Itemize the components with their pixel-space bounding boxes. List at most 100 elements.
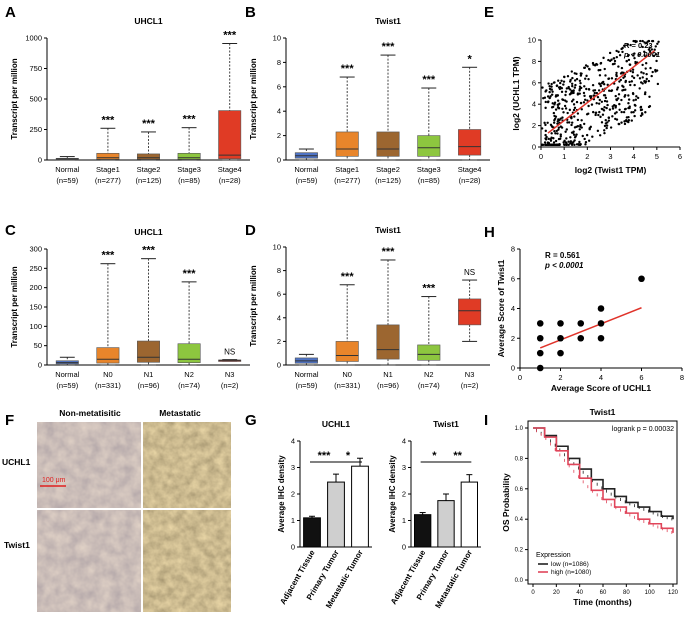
- scatter-point: [570, 89, 574, 93]
- y-tick-label: 300: [29, 245, 42, 254]
- scatter-point: [544, 143, 547, 147]
- box-chart-D: Twist1 0 2 4 6 8 10 Transcript per million Norma…: [249, 225, 490, 390]
- scatter-point: [596, 129, 600, 133]
- scatter-point: [555, 84, 559, 87]
- scatter-point: [573, 139, 576, 142]
- y-tick-label: 8: [532, 57, 536, 66]
- y-axis-label: Transcript per million: [10, 58, 19, 139]
- scatter-point: [573, 106, 577, 110]
- scatter-point: [633, 109, 637, 112]
- y-axis-label: OS Probability: [501, 473, 511, 532]
- x-category-count: (n=85): [178, 176, 200, 185]
- scatter-point: [536, 349, 544, 357]
- scatter-point: [650, 74, 653, 78]
- scatter-point: [544, 106, 547, 110]
- significance-label: ***: [183, 268, 197, 280]
- scatter-point: [606, 103, 609, 107]
- scatter-point: [587, 88, 591, 91]
- scatter-point: [578, 79, 582, 83]
- y-axis-label: Average IHC density: [277, 455, 286, 533]
- x-axis-label: Time (months): [573, 597, 632, 607]
- scatter-point: [540, 127, 544, 130]
- x-category-label: Stage3: [417, 165, 441, 174]
- km-chart-I: Twist1 0 20 40 60 80 100 120 0.0 0.2 0.4 0.6 0.8 1.0 T…: [501, 407, 679, 607]
- x-tick-label: 0: [531, 590, 535, 596]
- scatter-point: [570, 117, 573, 120]
- x-category-count: (n=85): [418, 176, 440, 185]
- box-2: [376, 131, 400, 157]
- scatter-point: [543, 121, 546, 125]
- scatter-point: [594, 113, 597, 117]
- y-tick-label: 0.4: [515, 517, 524, 523]
- chart-title: Twist1: [375, 16, 401, 26]
- scatter-point: [602, 80, 605, 84]
- y-tick-label: 2: [511, 334, 515, 343]
- scatter-point: [631, 68, 635, 71]
- scatter-point: [645, 41, 648, 45]
- x-category-label: N3: [465, 370, 475, 379]
- scatter-point: [597, 320, 605, 327]
- box-3: [417, 135, 441, 157]
- scatter-point: [560, 90, 564, 94]
- scatter-point: [543, 141, 547, 144]
- y-tick-label: 3: [402, 463, 406, 472]
- scatter-point: [604, 122, 608, 125]
- scatter-point: [559, 125, 563, 128]
- x-category-count: (n=59): [56, 176, 78, 185]
- panel-label-c: C: [5, 222, 16, 239]
- scatter-point: [553, 81, 556, 84]
- scatter-point: [640, 112, 644, 115]
- scatter-point: [634, 98, 638, 101]
- x-category-count: (n=96): [377, 381, 399, 390]
- scatter-point: [547, 137, 550, 141]
- scatter-point: [562, 80, 566, 83]
- scatter-point: [585, 87, 588, 91]
- km-curve-0: [533, 427, 674, 520]
- scatter-point: [602, 56, 605, 60]
- scatter-point: [575, 77, 579, 81]
- y-tick-label: 250: [29, 125, 42, 134]
- x-category-label: N0: [103, 370, 113, 379]
- bar-0: [414, 514, 432, 548]
- scatter-point: [648, 95, 651, 98]
- scatter-point: [624, 107, 627, 111]
- stat-r: R = 0.23: [624, 41, 653, 50]
- scatter-point: [567, 143, 570, 147]
- scatter-point: [642, 72, 645, 75]
- scatter-point: [640, 108, 644, 111]
- panel-label-d: D: [245, 222, 256, 239]
- y-axis-label: Transcript per million: [249, 58, 258, 139]
- x-category-count: (n=74): [178, 381, 200, 390]
- x-category-label: Stage2: [376, 165, 400, 174]
- scatter-point: [615, 73, 618, 77]
- panel-label-e: E: [484, 4, 494, 21]
- y-tick-label: 6: [532, 78, 536, 87]
- significance-label: ***: [382, 41, 396, 53]
- scatter-point: [556, 94, 559, 97]
- x-category-label: N2: [184, 370, 194, 379]
- x-tick-label: 2: [585, 152, 589, 161]
- box-chart-C: UHCL1 0 50 100 150 200 250 300 Transcript per mi…: [10, 227, 250, 390]
- scatter-point: [544, 123, 547, 127]
- y-axis-label: log2 (UCHL1 TPM): [511, 56, 521, 130]
- scatter-point: [636, 74, 639, 77]
- x-category-count: (n=331): [334, 381, 361, 390]
- scatter-point: [572, 98, 575, 101]
- scatter-point: [557, 349, 564, 357]
- scatter-point: [557, 86, 561, 89]
- y-tick-label: 10: [273, 243, 281, 252]
- scatter-point: [610, 89, 614, 92]
- scatter-point: [552, 137, 555, 140]
- y-tick-label: 250: [29, 264, 42, 273]
- scatter-point: [573, 72, 576, 75]
- scatter-point: [602, 83, 606, 86]
- scatter-point: [552, 111, 556, 115]
- scatter-point: [649, 66, 652, 70]
- micrograph-twist1-metastatic: [143, 510, 231, 612]
- significance-label: ***: [422, 283, 436, 295]
- scatter-point: [579, 101, 583, 105]
- chart-title: Twist1: [590, 407, 616, 417]
- scatter-point: [622, 88, 625, 92]
- scatter-point: [563, 139, 566, 143]
- x-category-count: (n=59): [295, 381, 317, 390]
